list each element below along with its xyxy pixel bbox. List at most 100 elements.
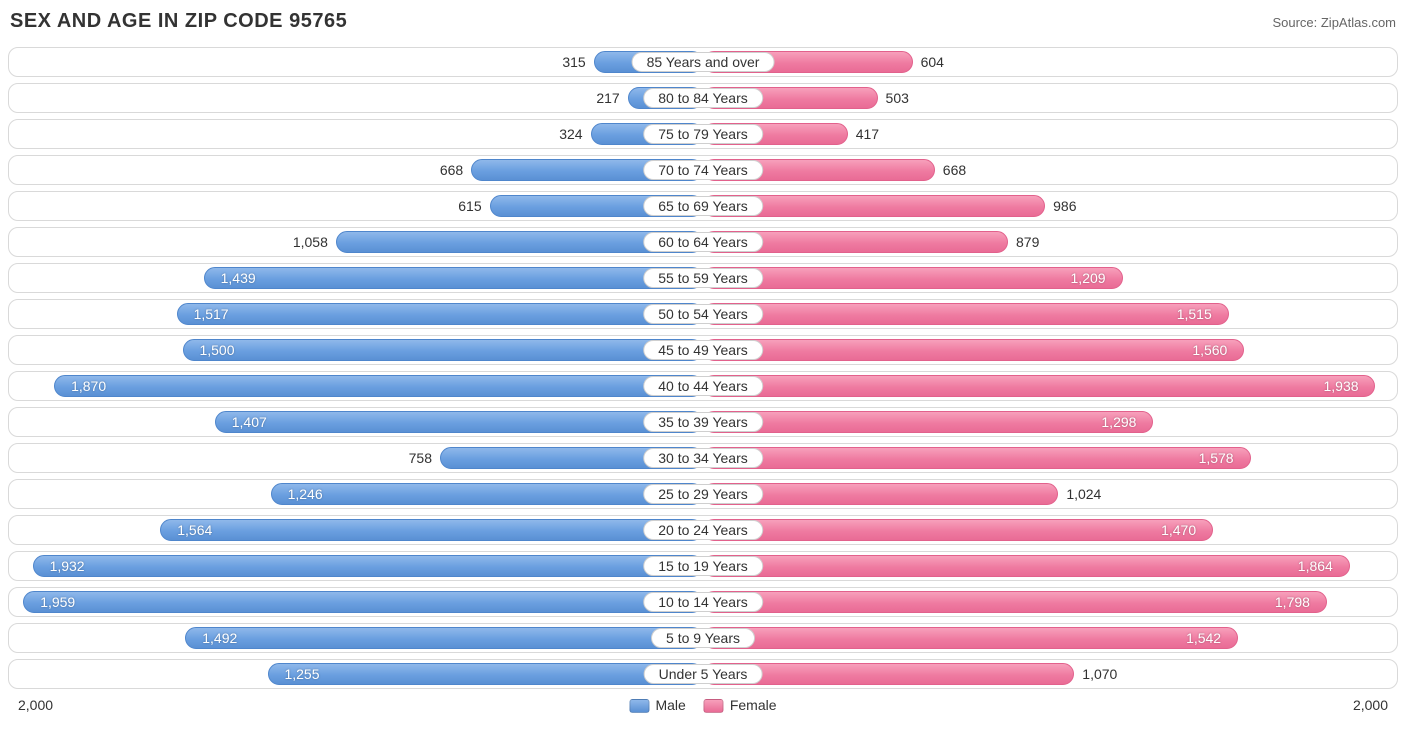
male-bar: [33, 555, 703, 577]
female-value: 604: [921, 54, 944, 70]
chart-title: SEX AND AGE IN ZIP CODE 95765: [10, 10, 347, 33]
male-value: 1,492: [202, 630, 237, 646]
female-bar: [703, 519, 1213, 541]
female-bar: [703, 627, 1238, 649]
female-bar: [703, 447, 1251, 469]
female-bar: [703, 591, 1327, 613]
male-bar: [23, 591, 703, 613]
female-value: 417: [856, 126, 879, 142]
male-value: 315: [562, 54, 585, 70]
female-bar: [703, 339, 1244, 361]
category-label: Under 5 Years: [644, 664, 763, 684]
category-label: 15 to 19 Years: [643, 556, 763, 576]
chart-row: 1,407 1,298 35 to 39 Years: [8, 407, 1398, 437]
category-label: 80 to 84 Years: [643, 88, 763, 108]
category-label: 85 Years and over: [632, 52, 775, 72]
male-value: 1,870: [71, 378, 106, 394]
female-value: 986: [1053, 198, 1076, 214]
chart-row: 217 503 80 to 84 Years: [8, 83, 1398, 113]
male-bar: [185, 627, 703, 649]
male-value: 324: [559, 126, 582, 142]
female-bar: [703, 555, 1350, 577]
male-bar: [54, 375, 703, 397]
legend-male: Male: [629, 697, 685, 713]
male-value: 1,255: [284, 666, 319, 682]
chart-row: 1,9591,79810 to 14 Years: [8, 587, 1398, 617]
female-value: 1,209: [1071, 270, 1106, 286]
chart-row: 1,439 1,209 55 to 59 Years: [8, 263, 1398, 293]
female-value: 1,560: [1192, 342, 1227, 358]
category-label: 55 to 59 Years: [643, 268, 763, 288]
category-label: 20 to 24 Years: [643, 520, 763, 540]
male-bar: [183, 339, 704, 361]
chart-row: 1,500 1,560 45 to 49 Years: [8, 335, 1398, 365]
chart-source: Source: ZipAtlas.com: [1272, 15, 1396, 30]
category-label: 35 to 39 Years: [643, 412, 763, 432]
male-bar: [204, 267, 703, 289]
female-bar: [703, 267, 1123, 289]
male-value: 1,407: [232, 414, 267, 430]
legend-female: Female: [704, 697, 777, 713]
chart-row: 758 1,578 30 to 34 Years: [8, 443, 1398, 473]
male-value: 758: [409, 450, 432, 466]
male-value: 1,959: [40, 594, 75, 610]
female-bar: [703, 411, 1153, 433]
female-value: 1,298: [1101, 414, 1136, 430]
female-value: 1,470: [1161, 522, 1196, 538]
chart-row: 1,932 1,864 15 to 19 Years: [8, 551, 1398, 581]
chart-row: 315 604 85 Years and over: [8, 47, 1398, 77]
chart-row: 324 417 75 to 79 Years: [8, 119, 1398, 149]
male-value: 1,439: [221, 270, 256, 286]
female-bar: [703, 303, 1229, 325]
male-value: 615: [458, 198, 481, 214]
female-value: 1,578: [1199, 450, 1234, 466]
category-label: 75 to 79 Years: [643, 124, 763, 144]
chart-header: SEX AND AGE IN ZIP CODE 95765 Source: Zi…: [8, 6, 1398, 47]
male-value: 1,564: [177, 522, 212, 538]
category-label: 30 to 34 Years: [643, 448, 763, 468]
axis-row: 2,000 Male Female 2,000: [8, 695, 1398, 721]
male-bar: [160, 519, 703, 541]
category-label: 70 to 74 Years: [643, 160, 763, 180]
female-value: 879: [1016, 234, 1039, 250]
female-value: 1,938: [1323, 378, 1358, 394]
male-bar: [271, 483, 703, 505]
category-label: 50 to 54 Years: [643, 304, 763, 324]
female-value: 1,024: [1066, 486, 1101, 502]
axis-right-label: 2,000: [1353, 697, 1388, 713]
female-value: 1,542: [1186, 630, 1221, 646]
chart-row: 61598665 to 69 Years: [8, 191, 1398, 221]
male-value: 668: [440, 162, 463, 178]
population-pyramid: 315 604 85 Years and over 217 503 80 to 84 Ye…: [8, 47, 1398, 689]
legend-female-label: Female: [730, 697, 777, 713]
chart-row: 1,492 1,542 5 to 9 Years: [8, 623, 1398, 653]
chart-row: 1,564 1,470 20 to 24 Years: [8, 515, 1398, 545]
male-value: 1,246: [288, 486, 323, 502]
legend: Male Female: [629, 697, 776, 713]
female-value: 503: [886, 90, 909, 106]
category-label: 60 to 64 Years: [643, 232, 763, 252]
female-value: 1,864: [1298, 558, 1333, 574]
chart-row: 1,5171,51550 to 54 Years: [8, 299, 1398, 329]
category-label: 45 to 49 Years: [643, 340, 763, 360]
male-value: 1,932: [50, 558, 85, 574]
female-swatch: [704, 699, 724, 713]
female-value: 1,515: [1177, 306, 1212, 322]
male-bar: [268, 663, 703, 685]
male-bar: [215, 411, 703, 433]
chart-row: 1,870 1,938 40 to 44 Years: [8, 371, 1398, 401]
category-label: 5 to 9 Years: [651, 628, 755, 648]
category-label: 25 to 29 Years: [643, 484, 763, 504]
female-value: 1,070: [1082, 666, 1117, 682]
male-value: 1,500: [199, 342, 234, 358]
female-value: 1,798: [1275, 594, 1310, 610]
chart-row: 1,246 1,024 25 to 29 Years: [8, 479, 1398, 509]
male-value: 217: [596, 90, 619, 106]
male-swatch: [629, 699, 649, 713]
category-label: 40 to 44 Years: [643, 376, 763, 396]
chart-row: 1,058 879 60 to 64 Years: [8, 227, 1398, 257]
male-value: 1,058: [293, 234, 328, 250]
chart-row: 1,255 1,070 Under 5 Years: [8, 659, 1398, 689]
legend-male-label: Male: [655, 697, 685, 713]
female-bar: [703, 375, 1375, 397]
